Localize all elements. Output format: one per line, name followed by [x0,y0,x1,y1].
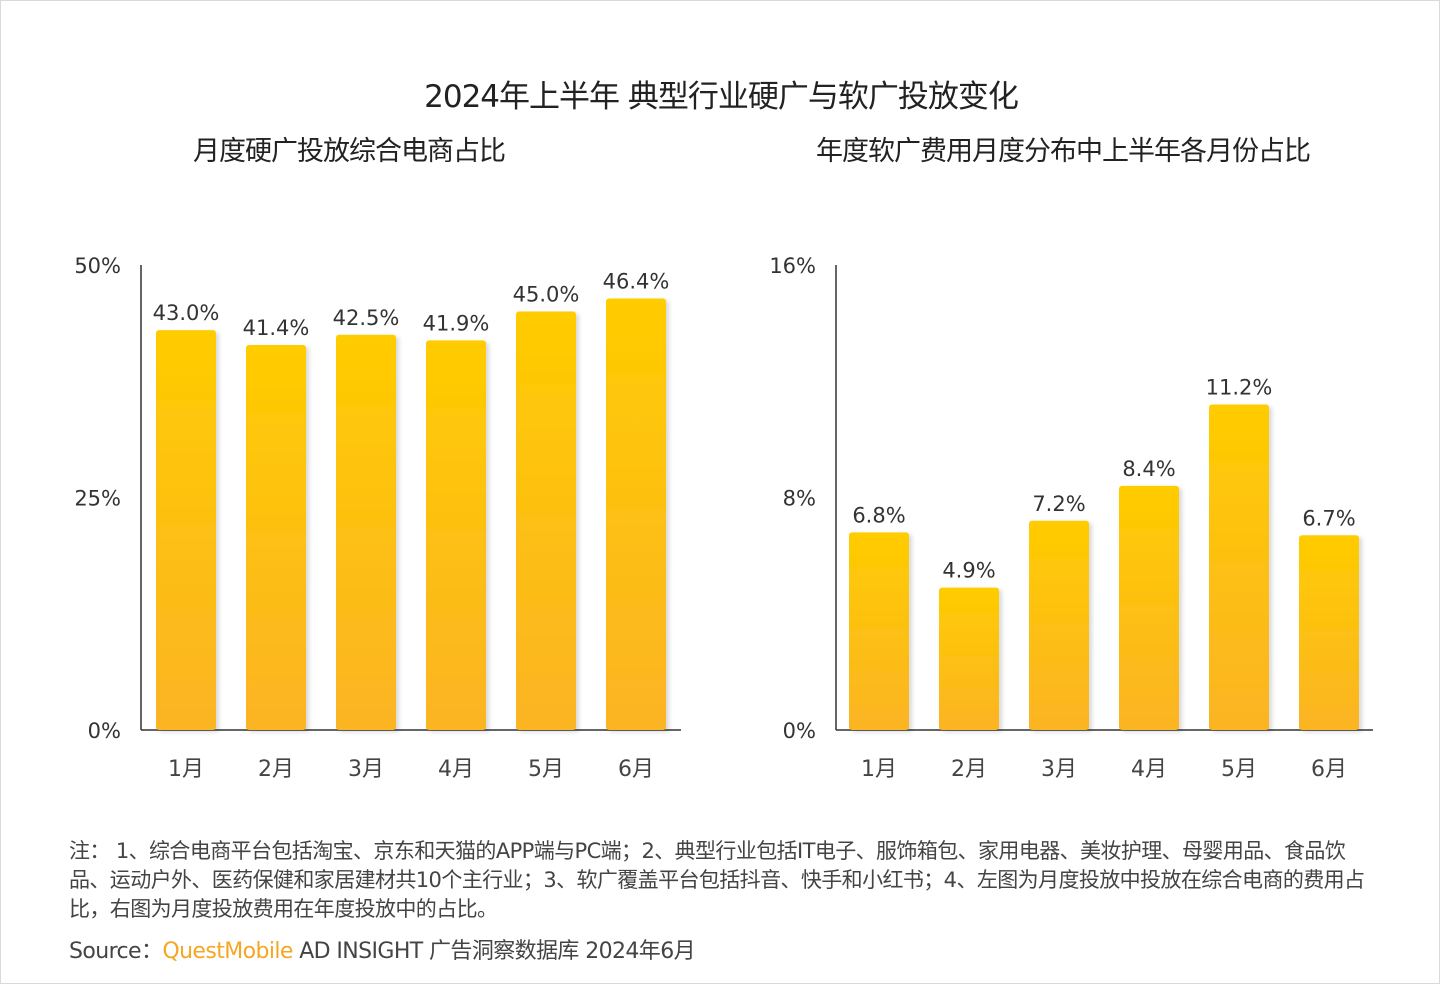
x-tick-label: 4月 [438,757,474,782]
data-label: 45.0% [513,283,580,307]
x-tick-label: 4月 [1131,757,1167,782]
data-label: 4.9% [942,559,995,583]
bar [156,330,216,730]
x-tick-label: 1月 [861,757,897,782]
data-label: 42.5% [333,306,400,330]
x-tick-label: 6月 [1311,757,1347,782]
source-label: Source： [69,939,163,964]
data-label: 41.4% [243,316,310,340]
bar [426,340,486,730]
x-tick-label: 1月 [168,757,204,782]
data-label: 11.2% [1206,376,1273,400]
source-line: Source：QuestMobile AD INSIGHT 广告洞察数据库 20… [69,933,696,965]
main-title: 2024年上半年 典型行业硬广与软广投放变化 [424,79,1019,115]
x-tick-label: 2月 [258,757,294,782]
data-label: 6.8% [852,503,905,527]
bar [246,344,306,730]
bar [939,587,999,730]
x-tick-label: 5月 [528,757,564,782]
x-tick-label: 6月 [618,757,654,782]
bar [606,298,666,730]
y-tick-label: 0% [783,719,816,743]
x-tick-label: 3月 [348,757,384,782]
left-chart-title: 月度硬广投放综合电商占比 [193,136,506,167]
y-tick-label: 8% [783,487,816,511]
data-label: 8.4% [1122,457,1175,481]
y-tick-label: 25% [74,487,121,511]
bar [336,334,396,730]
brand-name: QuestMobile [162,939,293,964]
source-rest: AD INSIGHT 广告洞察数据库 2024年6月 [292,939,696,964]
y-tick-label: 16% [769,254,816,278]
x-tick-label: 3月 [1041,757,1077,782]
bar [849,532,909,730]
data-label: 6.7% [1302,506,1355,530]
data-label: 41.9% [423,311,490,335]
footnote: 注： 1、综合电商平台包括淘宝、京东和天猫的APP端与PC端；2、典型行业包括I… [69,839,1365,921]
right-chart-title: 年度软广费用月度分布中上半年各月份占比 [816,136,1311,167]
bar [1209,404,1269,730]
x-tick-label: 5月 [1221,757,1257,782]
bar [516,311,576,730]
bar [1029,520,1089,730]
data-label: 43.0% [153,301,220,325]
y-tick-label: 50% [74,254,121,278]
data-label: 7.2% [1032,492,1085,516]
data-label: 46.4% [603,269,670,293]
bar [1299,535,1359,730]
y-tick-label: 0% [88,719,121,743]
x-tick-label: 2月 [951,757,987,782]
bar [1119,485,1179,730]
